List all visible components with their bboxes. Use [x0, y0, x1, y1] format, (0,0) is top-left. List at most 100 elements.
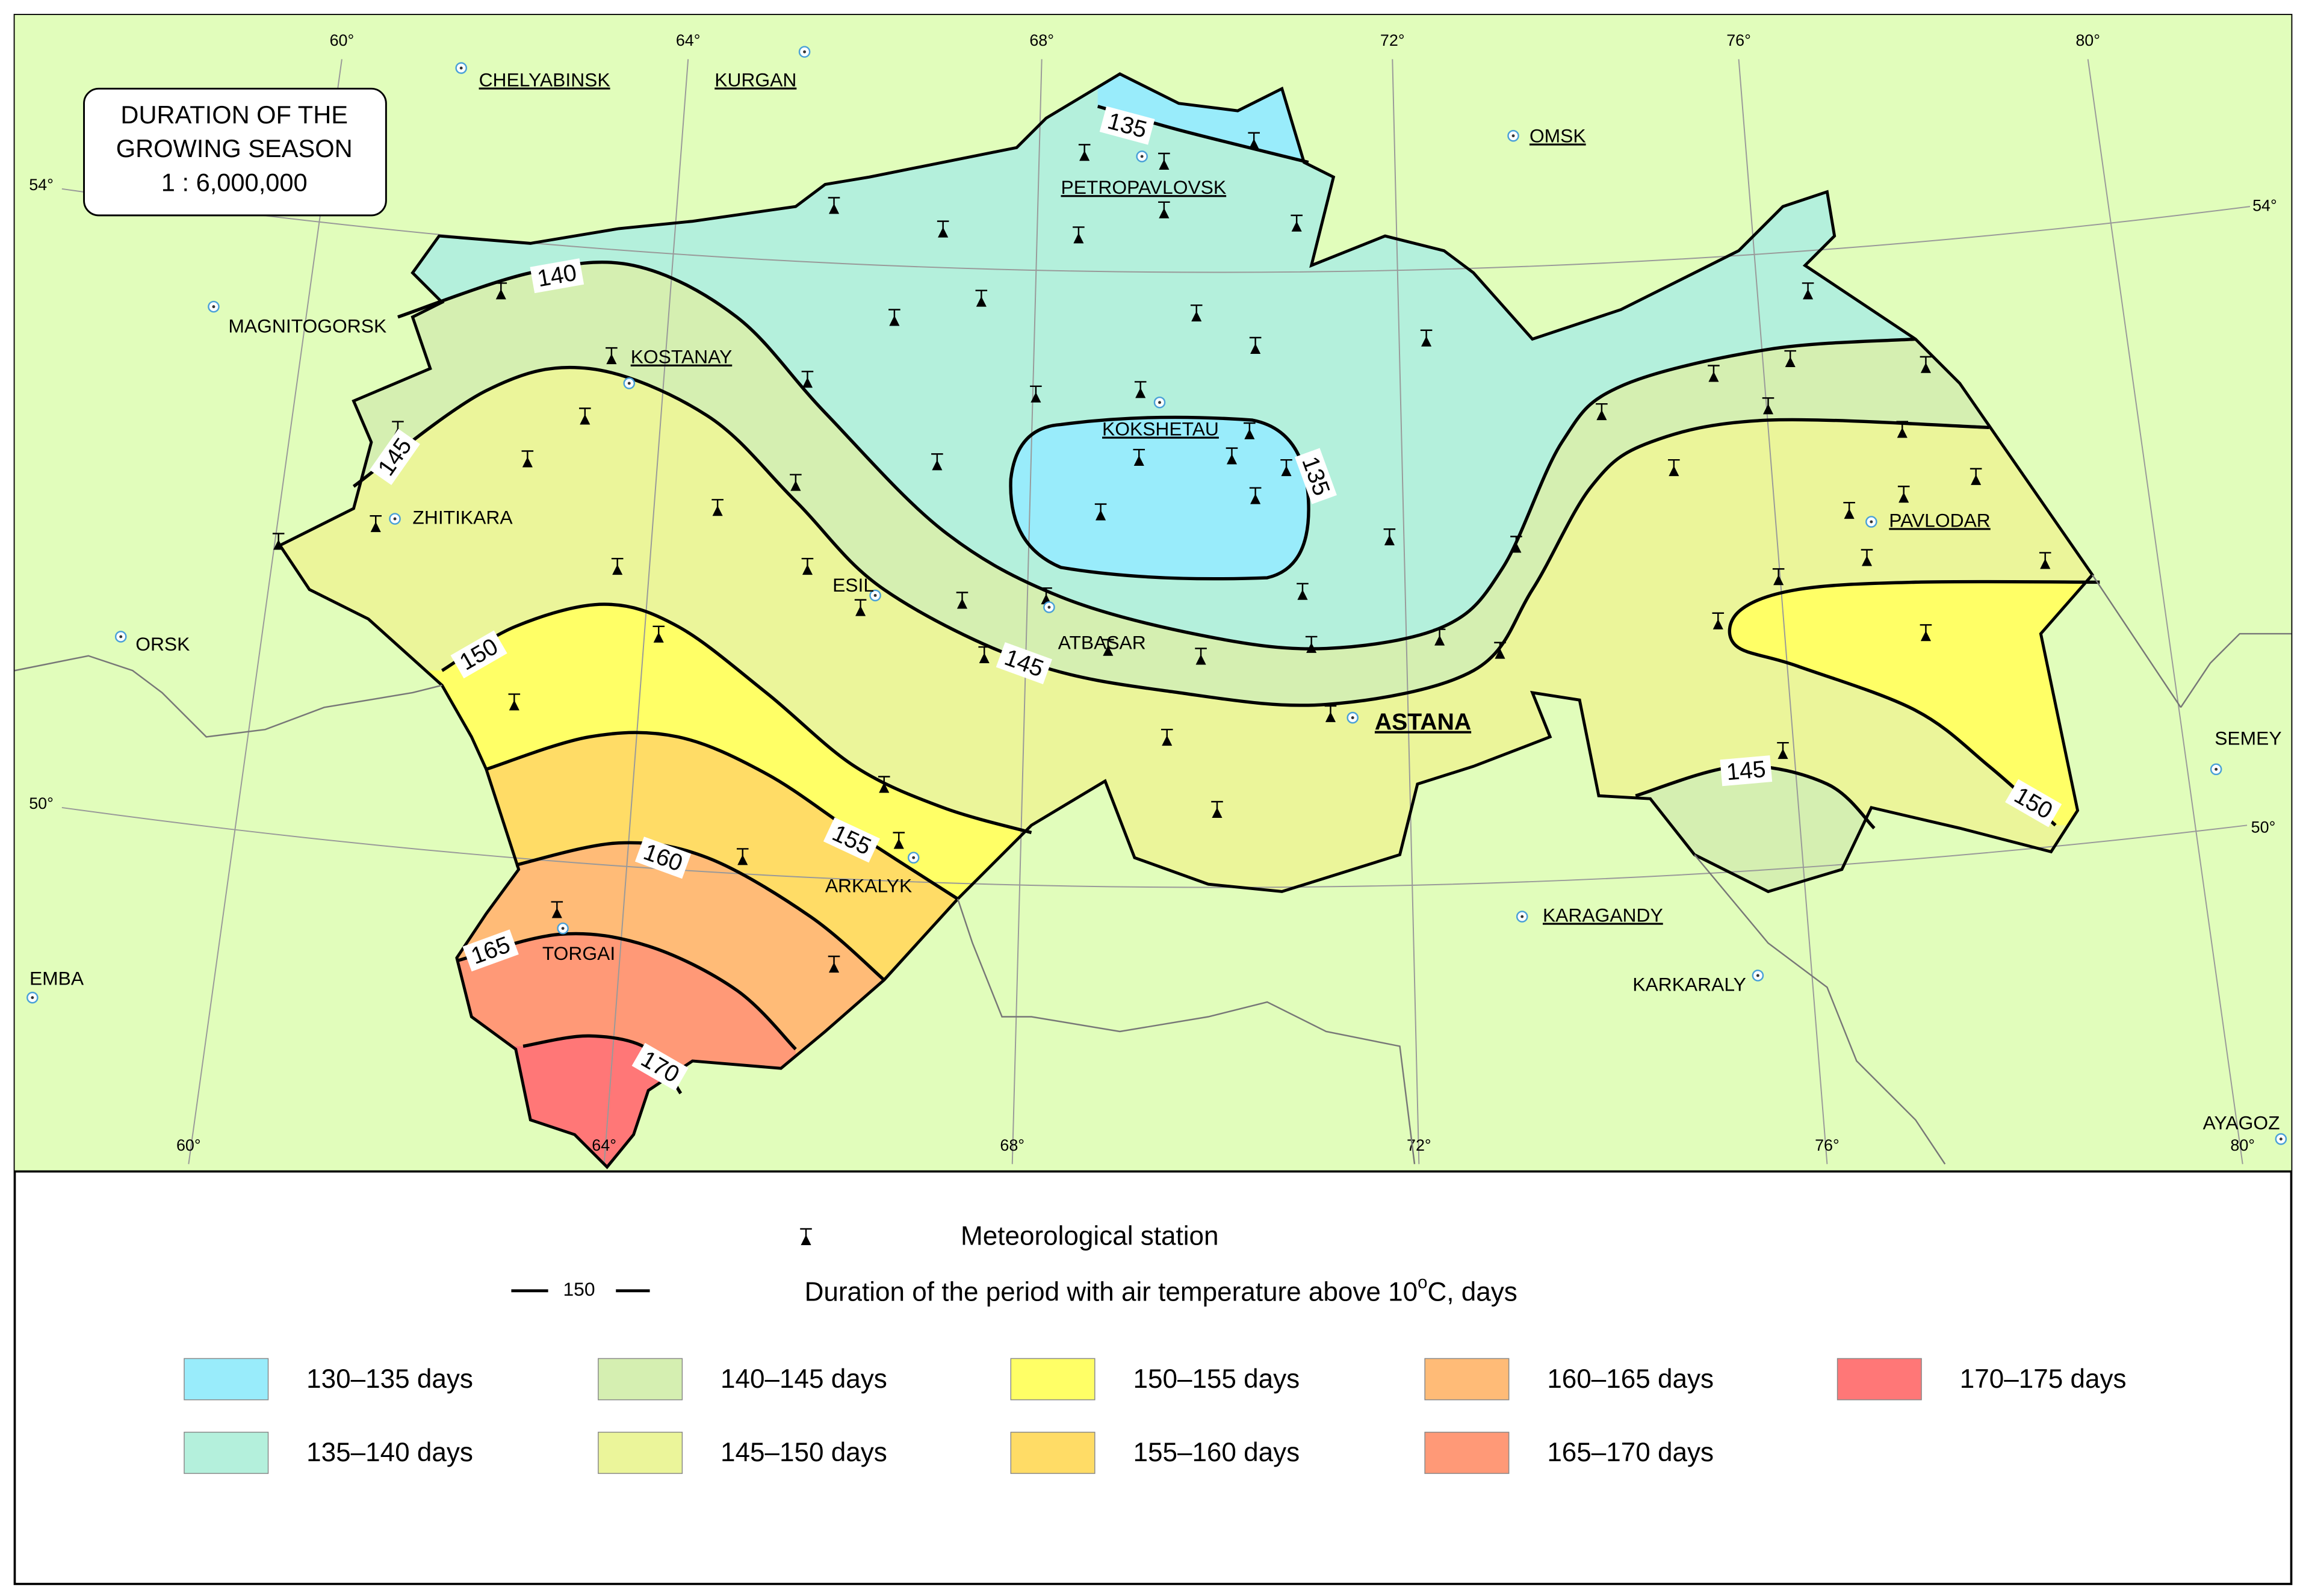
legend-swatch: [1424, 1358, 1510, 1400]
legend-class-label: 170–175 days: [1960, 1364, 2127, 1394]
isoline-label-bg: [823, 817, 880, 863]
city-marker-dot: [912, 856, 916, 859]
city-marker-dot: [627, 382, 631, 385]
isoline: [1009, 415, 1310, 581]
legend-swatch: [184, 1432, 269, 1474]
scale: 1 : 6,000,000: [161, 168, 308, 196]
latitude-label: 50°: [29, 794, 54, 812]
longitude-label: 68°: [1000, 1136, 1024, 1154]
city-label: KARAGANDY: [1543, 904, 1663, 926]
isoline: [456, 932, 797, 1051]
title-box: DURATION OF THE GROWING SEASON 1 : 6,000…: [83, 87, 387, 217]
title-line: GROWING SEASON: [116, 134, 353, 162]
city-label: ORSK: [135, 633, 190, 655]
longitude-label: 72°: [1407, 1136, 1431, 1154]
longitude-label: 60°: [176, 1136, 201, 1154]
longitude-label: 80°: [2075, 31, 2100, 49]
zone: [1729, 581, 2093, 826]
isoline: [1635, 764, 1876, 830]
longitude-label: 64°: [592, 1136, 616, 1154]
city-marker-dot: [1158, 401, 1161, 404]
city-label: KOSTANAY: [631, 346, 733, 368]
city-label: AYAGOZ: [2203, 1112, 2280, 1134]
legend-swatch: [1424, 1432, 1510, 1474]
isoline-label-bg: [530, 258, 584, 294]
isolines: [352, 105, 2100, 1095]
city-label: OMSK: [1530, 125, 1586, 147]
isoline: [441, 602, 1032, 835]
legend: Meteorological station 150 Duration of t…: [184, 1221, 2127, 1474]
longitude-label: 68°: [1029, 31, 1054, 49]
city-label: PETROPAVLOVSK: [1061, 176, 1227, 198]
isoline: [352, 365, 1989, 707]
legend-class-label: 140–145 days: [721, 1364, 887, 1394]
latitude-label: 54°: [2252, 196, 2277, 214]
city-marker-dot: [1511, 134, 1515, 138]
legend-class-label: 150–155 days: [1133, 1364, 1300, 1394]
city-marker-dot: [1756, 974, 1759, 977]
legend-class-label: 145–150 days: [721, 1438, 887, 1467]
meridian: [1738, 59, 1828, 1165]
legend-class-label: 130–135 days: [306, 1364, 473, 1394]
city-label: KARKARALY: [1632, 974, 1746, 995]
legend-class-label: 160–165 days: [1547, 1364, 1714, 1394]
isoline: [515, 841, 885, 982]
graticule: 60° 60° 64° 64° 68° 68° 72° 72° 76° 76° 80° 80° 54° 5…: [29, 31, 2277, 1165]
city-marker-dot: [873, 593, 877, 597]
latitude-label: 54°: [29, 176, 54, 194]
city-label: ASTANA: [1375, 710, 1471, 735]
legend-station-label: Meteorological station: [961, 1221, 1218, 1251]
parallel: [61, 806, 2248, 888]
legend-class-label: 165–170 days: [1547, 1438, 1714, 1467]
city-marker-dot: [1870, 520, 1873, 524]
isoline-label-bg: [996, 642, 1052, 684]
city-label: PAVLODAR: [1889, 509, 1991, 531]
longitude-label: 64°: [676, 31, 701, 49]
city-marker-dot: [1351, 716, 1354, 720]
legend-swatch: [184, 1358, 269, 1400]
city-label: TORGAI: [542, 942, 615, 964]
city-label: KOKSHETAU: [1102, 418, 1219, 440]
isoline-label-bg: [450, 630, 507, 679]
city-marker-dot: [212, 305, 215, 309]
city-marker-dot: [1520, 915, 1524, 918]
city-label: ATBASAR: [1058, 632, 1146, 654]
isoline-label-bg: [1295, 448, 1337, 504]
parallel: [61, 188, 2251, 273]
isoline-label-bg: [370, 428, 420, 486]
meridian: [188, 59, 342, 1165]
legend-swatch: [1010, 1358, 1096, 1400]
city-label: ARKALYK: [825, 875, 912, 897]
city-label: CHELYABINSK: [479, 69, 610, 90]
isoline-label-bg: [634, 837, 692, 879]
isoline: [397, 260, 1916, 651]
longitude-label: 60°: [330, 31, 355, 49]
city-marker-dot: [561, 927, 565, 930]
city-label: ZHITIKARA: [412, 507, 513, 528]
zone-130-135: [1011, 417, 1309, 579]
city-marker-dot: [1047, 605, 1051, 609]
city-marker-dot: [2215, 767, 2218, 771]
region-boundary: [277, 72, 2095, 1169]
meridian: [1011, 59, 1043, 1165]
city-label: KURGAN: [714, 69, 796, 90]
isoline-label-bg: [631, 1042, 689, 1091]
legend-class-label: 135–140 days: [306, 1438, 473, 1467]
city-marker-dot: [31, 996, 34, 1000]
longitude-label: 80°: [2230, 1136, 2255, 1154]
legend-swatch: [598, 1432, 683, 1474]
isoline-value: 145: [1725, 756, 1767, 786]
latitude-label: 50°: [2251, 818, 2276, 836]
cities: CHELYABINSK KURGAN OMSK PETROPAVLOVSK MAGNIT…: [26, 46, 2287, 1145]
meridian: [1392, 59, 1420, 1165]
meridian: [2087, 59, 2243, 1165]
isoline: [1728, 580, 2100, 827]
isoline-label-bg: [2005, 779, 2062, 827]
city-marker-dot: [803, 50, 807, 54]
isoline-label: 135: [1099, 106, 1155, 145]
city-label: SEMEY: [2215, 728, 2281, 749]
admin-boundaries: [14, 574, 2292, 1165]
isoline-label-bg: [1720, 755, 1773, 787]
